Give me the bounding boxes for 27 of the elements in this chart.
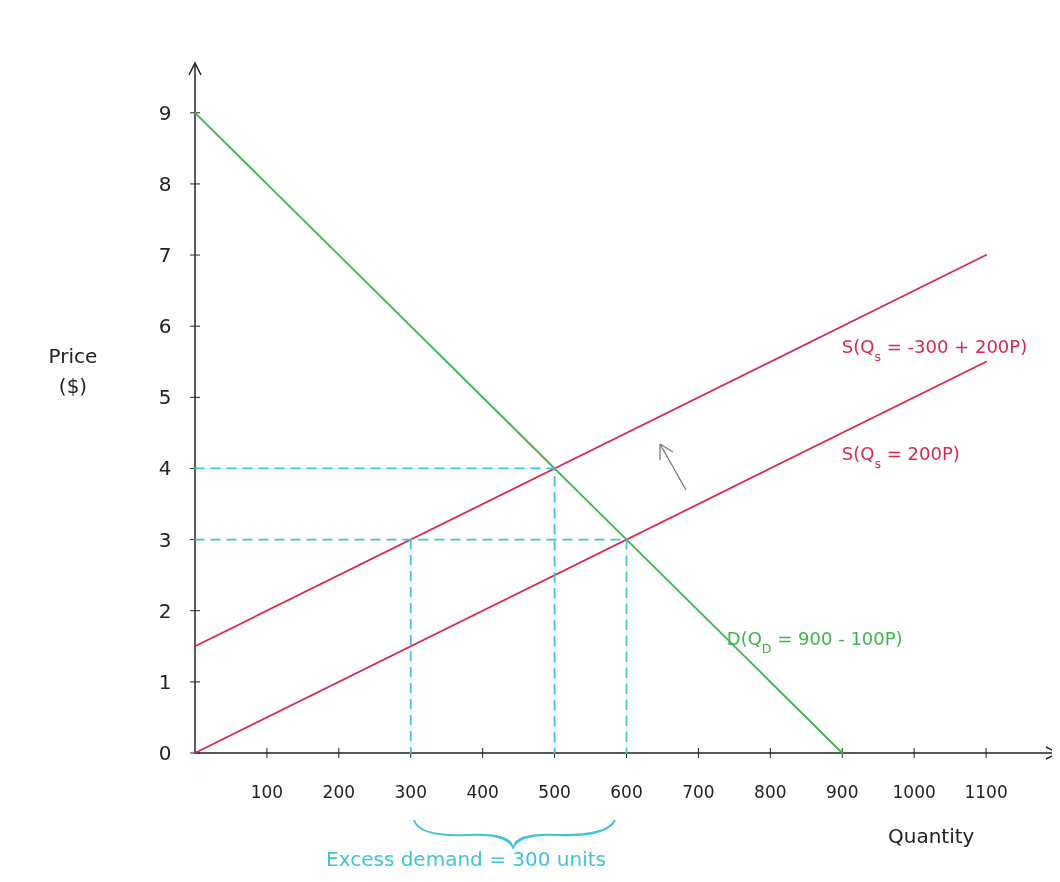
y-tick-label: 7 [158, 243, 172, 268]
x-tick-label: 400 [466, 782, 499, 802]
series-label: S(Q$_{s}$ = 200P) [841, 443, 960, 471]
y-tick-label: 4 [158, 456, 172, 481]
y-tick-label: 2 [158, 598, 172, 623]
x-tick-label: 600 [610, 782, 643, 802]
x-tick-label: 700 [682, 782, 715, 802]
x-tick-label: 300 [394, 782, 427, 802]
x-tick-label: 500 [538, 782, 571, 802]
series-label: D(Q$_{D}$ = 900 - 100P) [726, 627, 903, 656]
y-tick-label: 1 [158, 669, 172, 694]
x-tick-label: 1000 [892, 782, 936, 802]
text: Excess demand = 300 units [326, 847, 606, 871]
y-tick-label: 8 [158, 171, 172, 196]
x-tick-label: 800 [754, 782, 787, 802]
x-tick-label: 900 [826, 782, 859, 802]
x-tick-label: 1100 [964, 782, 1008, 802]
series-label: S(Q$_{s}$ = -300 + 200P) [841, 336, 1028, 364]
y-axis-title: Price ($) [48, 344, 98, 398]
y-tick-label: 6 [158, 314, 172, 339]
y-tick-label: 5 [158, 385, 172, 410]
y-tick-label: 3 [158, 527, 172, 552]
x-axis-title: Quantity [888, 824, 975, 848]
x-tick-label: 100 [250, 782, 284, 802]
y-tick-label: 0 [158, 741, 172, 765]
y-tick-label: 9 [158, 100, 172, 125]
x-tick-label: 200 [322, 782, 356, 802]
